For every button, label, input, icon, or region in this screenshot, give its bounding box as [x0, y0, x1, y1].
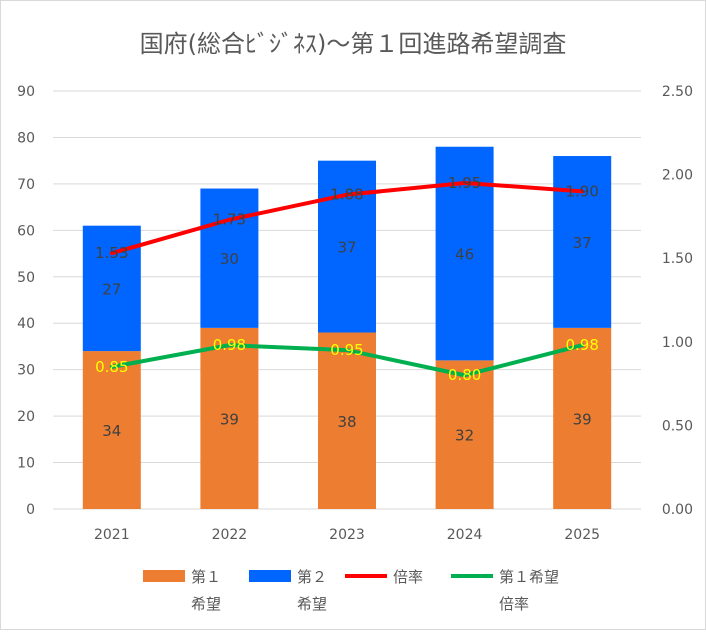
y-right-tick-label: 2.00 — [662, 168, 693, 184]
x-tick-label: 2022 — [212, 527, 248, 543]
line-data-label: 1.95 — [448, 174, 481, 192]
chart-title: 国府(総合ﾋﾞｼﾞﾈｽ)～第１回進路希望調査 — [140, 30, 567, 58]
bar-data-label: 46 — [455, 246, 474, 264]
line-data-label: 1.88 — [330, 186, 363, 204]
y-left-tick-label: 20 — [17, 409, 35, 425]
y-left-tick-label: 70 — [17, 177, 35, 193]
x-tick-label: 2024 — [447, 527, 483, 543]
bar-segment-2 — [553, 156, 612, 328]
line-series-2 — [109, 343, 585, 378]
legend-swatch — [249, 570, 291, 582]
bar-segment-2 — [200, 188, 259, 328]
y-right-tick-label: 1.00 — [662, 335, 693, 351]
legend-label: 第２ — [297, 568, 327, 586]
bar-data-label: 38 — [337, 413, 356, 431]
legend-label: 希望 — [191, 595, 221, 613]
y-left-tick-label: 90 — [17, 84, 35, 100]
legend-item: 第２ 希望 — [249, 568, 327, 613]
legend-label: 倍率 — [499, 595, 529, 613]
y-right-tick-label: 1.50 — [662, 251, 693, 267]
y-left-tick-label: 30 — [17, 363, 35, 379]
line-data-label: 1.73 — [213, 211, 246, 229]
legend-label: 希望 — [297, 595, 327, 613]
bar-segment-1 — [435, 360, 494, 509]
line-series-1 — [109, 180, 585, 256]
bar-data-label: 37 — [573, 234, 592, 252]
line-data-label: 0.98 — [213, 336, 246, 354]
line-data-label: 0.98 — [565, 336, 598, 354]
x-tick-label: 2025 — [564, 527, 600, 543]
y-left-tick-label: 40 — [17, 316, 35, 332]
line-data-label: 1.90 — [565, 182, 598, 200]
line-data-label: 1.53 — [95, 244, 128, 262]
y-left-tick-label: 50 — [17, 270, 35, 286]
bar-segment-1 — [553, 327, 612, 509]
y-left-tick-label: 10 — [17, 456, 35, 472]
y-right-tick-label: 0.50 — [662, 418, 693, 434]
y-left-tick-label: 0 — [26, 502, 35, 518]
line-data-label: 0.80 — [448, 366, 481, 384]
y-left-tick-label: 80 — [17, 130, 35, 146]
y-left-tick-label: 60 — [17, 223, 35, 239]
x-tick-label: 2023 — [329, 527, 365, 543]
y-right-tick-label: 2.50 — [662, 84, 693, 100]
bar-segment-1 — [318, 332, 376, 509]
bar-segment-2 — [318, 160, 376, 333]
bar-data-label: 39 — [220, 410, 239, 428]
legend-item: 第１ 希望 — [143, 568, 221, 613]
legend-label: 第１ — [191, 568, 221, 586]
legend-item: 倍率 — [345, 568, 423, 586]
bar-data-label: 34 — [102, 422, 121, 440]
bar-segment-1 — [200, 327, 259, 509]
bar-data-label: 27 — [102, 280, 121, 298]
bar-segment-1 — [82, 351, 141, 509]
legend-label: 倍率 — [393, 568, 423, 586]
bar-data-label: 32 — [455, 427, 474, 445]
y-right-tick-label: 0.00 — [662, 502, 693, 518]
line-data-label: 0.95 — [330, 341, 363, 359]
line-data-label: 0.85 — [95, 358, 128, 376]
bar-data-label: 37 — [337, 239, 356, 257]
bar-data-label: 39 — [573, 410, 592, 428]
x-tick-label: 2021 — [94, 527, 130, 543]
legend-label: 第１希望 — [499, 568, 559, 586]
legend-swatch — [143, 570, 185, 582]
bar-data-label: 30 — [220, 250, 239, 268]
